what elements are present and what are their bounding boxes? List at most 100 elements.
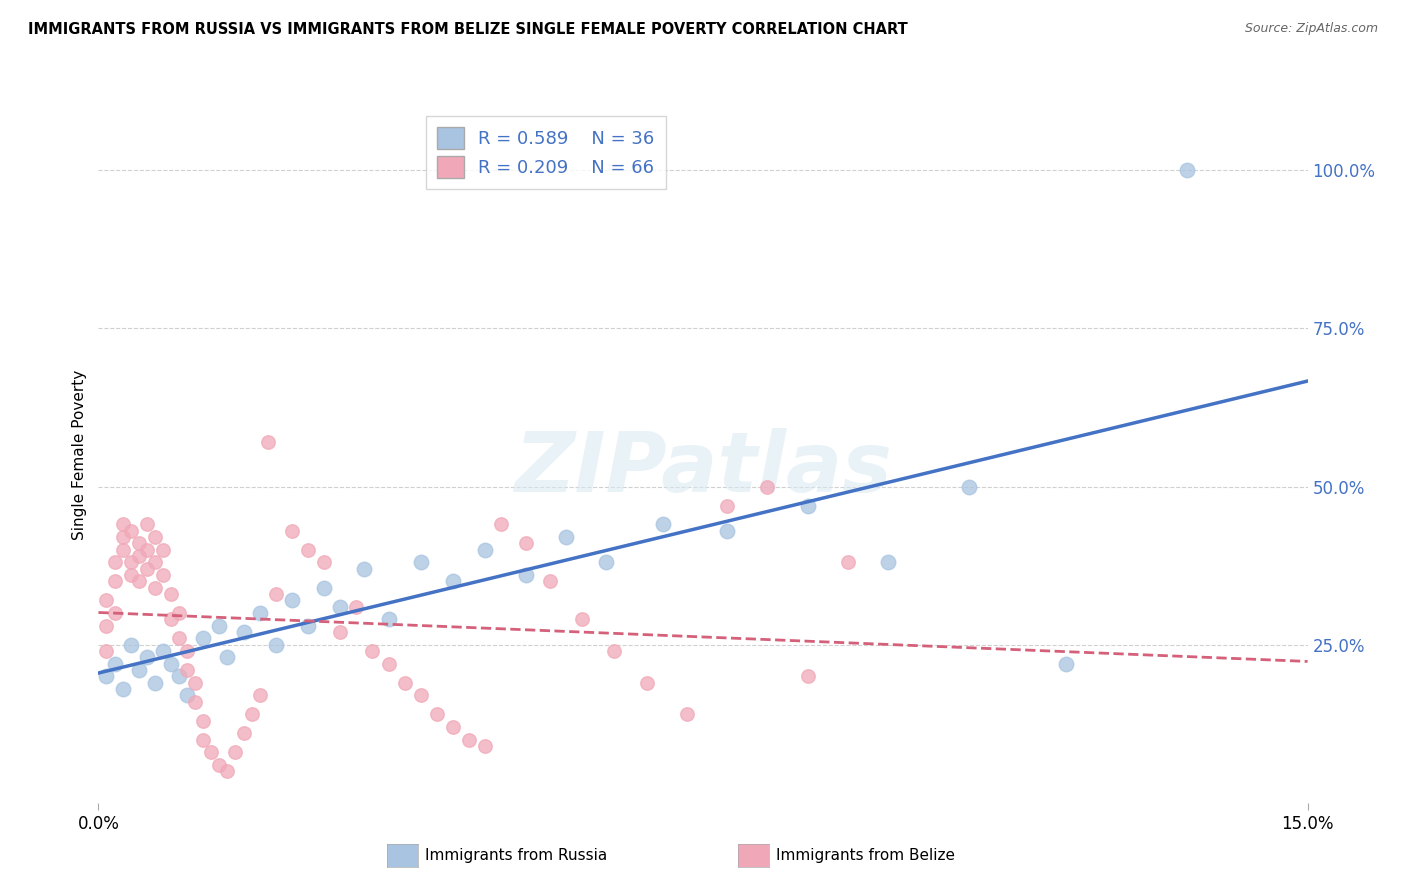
Point bbox=[208, 757, 231, 772]
Point bbox=[361, 644, 384, 658]
Point bbox=[264, 638, 287, 652]
Point bbox=[152, 644, 174, 658]
Point bbox=[143, 675, 166, 690]
Point bbox=[193, 632, 215, 646]
Point bbox=[232, 726, 254, 740]
Point bbox=[297, 618, 319, 632]
Point bbox=[409, 556, 432, 570]
Point bbox=[377, 612, 399, 626]
Point bbox=[377, 657, 399, 671]
Text: Source: ZipAtlas.com: Source: ZipAtlas.com bbox=[1244, 22, 1378, 36]
Point bbox=[426, 707, 449, 722]
Point bbox=[571, 612, 593, 626]
Point bbox=[249, 606, 271, 620]
Point bbox=[160, 657, 183, 671]
Point bbox=[1175, 163, 1198, 178]
Point bbox=[409, 688, 432, 702]
Point bbox=[458, 732, 481, 747]
Point bbox=[176, 663, 198, 677]
Point bbox=[249, 688, 271, 702]
Point bbox=[167, 632, 190, 646]
Point bbox=[651, 517, 673, 532]
Text: Immigrants from Russia: Immigrants from Russia bbox=[425, 848, 607, 863]
Point bbox=[224, 745, 246, 759]
Point bbox=[96, 644, 118, 658]
Point bbox=[394, 675, 416, 690]
Point bbox=[217, 764, 239, 779]
Point bbox=[1054, 657, 1077, 671]
Point bbox=[128, 549, 150, 563]
Point bbox=[538, 574, 561, 589]
Point bbox=[515, 536, 537, 550]
Point bbox=[103, 606, 125, 620]
Point bbox=[636, 675, 658, 690]
Point bbox=[232, 625, 254, 640]
Point bbox=[111, 517, 134, 532]
Point bbox=[143, 530, 166, 544]
Point bbox=[184, 675, 207, 690]
Point bbox=[103, 574, 125, 589]
Point bbox=[555, 530, 578, 544]
Point bbox=[281, 593, 304, 607]
Point bbox=[329, 625, 352, 640]
Point bbox=[217, 650, 239, 665]
Point bbox=[208, 618, 231, 632]
Text: Immigrants from Belize: Immigrants from Belize bbox=[776, 848, 955, 863]
Point bbox=[128, 574, 150, 589]
Point bbox=[176, 688, 198, 702]
Point bbox=[152, 568, 174, 582]
Point bbox=[184, 695, 207, 709]
Point bbox=[957, 479, 980, 493]
Point bbox=[716, 524, 738, 538]
Text: ZIPatlas: ZIPatlas bbox=[515, 428, 891, 509]
Point bbox=[314, 581, 336, 595]
Text: IMMIGRANTS FROM RUSSIA VS IMMIGRANTS FROM BELIZE SINGLE FEMALE POVERTY CORRELATI: IMMIGRANTS FROM RUSSIA VS IMMIGRANTS FRO… bbox=[28, 22, 908, 37]
Point bbox=[135, 650, 157, 665]
Point bbox=[837, 556, 859, 570]
Point bbox=[128, 536, 150, 550]
Point bbox=[160, 587, 183, 601]
Point bbox=[297, 542, 319, 557]
Point bbox=[96, 618, 118, 632]
Point bbox=[160, 612, 183, 626]
Point bbox=[111, 530, 134, 544]
Point bbox=[143, 581, 166, 595]
Point bbox=[474, 739, 496, 753]
Point bbox=[120, 556, 142, 570]
Point bbox=[877, 556, 900, 570]
Point bbox=[797, 669, 820, 683]
Point bbox=[167, 606, 190, 620]
Point bbox=[111, 681, 134, 696]
Point bbox=[120, 568, 142, 582]
Point bbox=[143, 556, 166, 570]
Point bbox=[152, 542, 174, 557]
Point bbox=[491, 517, 513, 532]
Point bbox=[96, 669, 118, 683]
Point bbox=[264, 587, 287, 601]
Point bbox=[103, 657, 125, 671]
Point bbox=[135, 562, 157, 576]
Point bbox=[329, 599, 352, 614]
Point bbox=[135, 542, 157, 557]
Point bbox=[441, 720, 464, 734]
Point bbox=[441, 574, 464, 589]
Point bbox=[256, 435, 278, 450]
Point bbox=[314, 556, 336, 570]
Point bbox=[344, 599, 367, 614]
Point bbox=[515, 568, 537, 582]
Point bbox=[595, 556, 617, 570]
Point bbox=[281, 524, 304, 538]
Point bbox=[176, 644, 198, 658]
Point bbox=[120, 524, 142, 538]
Point bbox=[103, 556, 125, 570]
Point bbox=[111, 542, 134, 557]
Point bbox=[756, 479, 779, 493]
Point bbox=[676, 707, 699, 722]
Point bbox=[603, 644, 626, 658]
Point bbox=[128, 663, 150, 677]
Point bbox=[474, 542, 496, 557]
Point bbox=[716, 499, 738, 513]
Y-axis label: Single Female Poverty: Single Female Poverty bbox=[72, 370, 87, 540]
Point bbox=[240, 707, 263, 722]
Legend: R = 0.589    N = 36, R = 0.209    N = 66: R = 0.589 N = 36, R = 0.209 N = 66 bbox=[426, 116, 665, 189]
